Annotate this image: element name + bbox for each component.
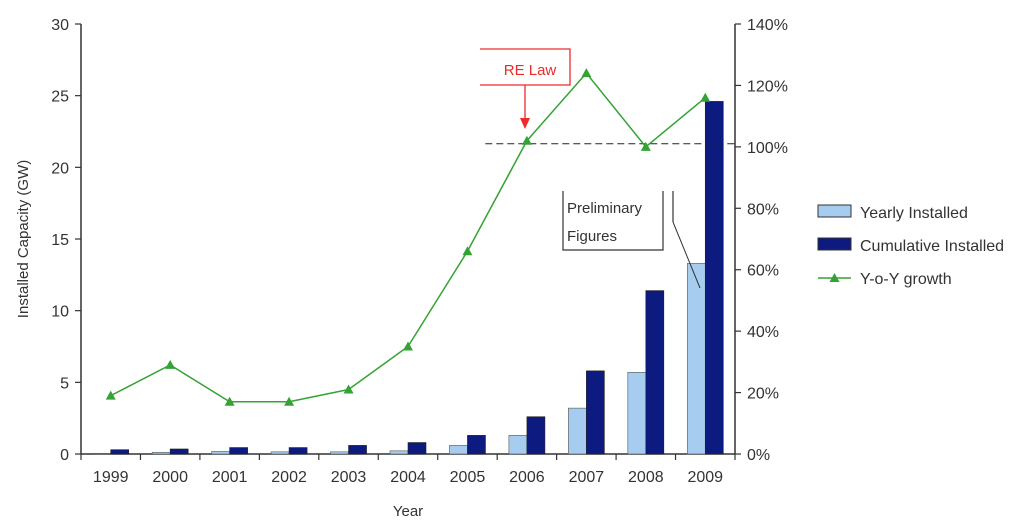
bar-cumulative-2006 [526, 416, 546, 455]
y2-tick-label-6: 120% [747, 78, 788, 95]
y-tick-label-30: 30 [51, 17, 69, 34]
legend-marker-growth [829, 273, 840, 282]
re-law-label: RE Law [504, 62, 557, 79]
growth-marker-2001 [224, 396, 235, 406]
preliminary-pointer [672, 221, 701, 289]
y-tick-label-10: 10 [51, 304, 69, 321]
growth-marker-2009 [700, 92, 711, 102]
x-tick-label-2007: 2007 [569, 469, 605, 486]
bar-cumulative-2009 [704, 101, 724, 455]
growth-marker-2007 [581, 68, 592, 78]
x-tick-label-2006: 2006 [509, 469, 545, 486]
y2-tick-label-0: 0% [747, 447, 770, 464]
x-tick-label-2009: 2009 [687, 469, 723, 486]
bar-cumulative-2001 [229, 447, 248, 455]
bar-yearly-2001 [211, 451, 230, 455]
growth-marker-2003 [343, 384, 354, 394]
growth-marker-2002 [284, 396, 295, 406]
legend-label-yearly: Yearly Installed [860, 205, 968, 222]
y-tick-label-15: 15 [51, 232, 69, 249]
y-tick-label-5: 5 [60, 375, 69, 392]
x-tick-label-2005: 2005 [450, 469, 486, 486]
legend-swatch-yearly [817, 204, 852, 218]
y2-tick-label-2: 40% [747, 324, 779, 341]
y-tick-label-0: 0 [60, 447, 69, 464]
bar-yearly-2007 [568, 407, 587, 455]
x-tick-label-2002: 2002 [271, 469, 307, 486]
growth-marker-2006 [521, 135, 532, 145]
y2-tick-label-7: 140% [747, 17, 788, 34]
re-law-arrowhead [520, 118, 530, 129]
bar-yearly-2009 [686, 263, 706, 455]
bar-cumulative-2004 [407, 442, 427, 455]
growth-marker-2008 [640, 141, 651, 151]
x-tick-label-2004: 2004 [390, 469, 426, 486]
re-law-annotation: RE Law [480, 48, 571, 129]
bar-cumulative-2003 [348, 445, 367, 455]
y-ticks-left: 0 5 10 15 20 25 30 [51, 17, 81, 464]
y-axis-title: Installed Capacity (GW) [15, 160, 32, 318]
x-tick-label-2000: 2000 [152, 469, 188, 486]
bar-yearly-1999 [92, 452, 112, 455]
bar-cumulative-2008 [645, 290, 665, 455]
bar-cumulative-2005 [467, 435, 486, 455]
x-tick-label-1999: 1999 [93, 469, 129, 486]
y-tick-label-25: 25 [51, 89, 69, 106]
preliminary-annotation: Preliminary Figures [562, 191, 701, 289]
x-axis-title: Year [393, 503, 423, 520]
y2-tick-label-3: 60% [747, 263, 779, 280]
bar-yearly-2000 [151, 451, 171, 455]
growth-marker-2000 [165, 359, 176, 369]
legend-label-cumulative: Cumulative Installed [860, 238, 1004, 255]
preliminary-bracket [562, 191, 664, 251]
y-tick-label-20: 20 [51, 160, 69, 177]
growth-marker-2004 [403, 341, 413, 351]
bars-layer [92, 101, 724, 455]
y-ticks-right: 0% 20% 40% 60% 80% 100% 120% 140% [735, 17, 788, 464]
bar-yearly-2002 [270, 451, 290, 455]
growth-marker-2005 [462, 246, 473, 256]
bar-yearly-2008 [627, 371, 647, 455]
y2-tick-label-4: 80% [747, 201, 779, 218]
x-tick-label-2003: 2003 [331, 469, 367, 486]
bar-cumulative-2007 [586, 370, 605, 455]
bar-yearly-2005 [449, 445, 468, 455]
bar-yearly-2006 [508, 435, 528, 455]
y2-tick-label-1: 20% [747, 386, 779, 403]
x-tick-label-2008: 2008 [628, 469, 664, 486]
legend: Yearly Installed Cumulative Installed Y-… [817, 204, 1004, 288]
legend-swatch-cumulative [817, 237, 852, 251]
growth-marker-1999 [105, 390, 116, 400]
growth-layer [105, 68, 711, 406]
bar-cumulative-2002 [288, 447, 308, 455]
bar-cumulative-1999 [110, 449, 130, 455]
preliminary-label-line1: Preliminary [567, 200, 643, 217]
bar-yearly-2003 [330, 451, 349, 455]
y2-tick-label-5: 100% [747, 140, 788, 157]
bar-cumulative-2000 [169, 448, 189, 455]
preliminary-label-line2: Figures [567, 228, 617, 245]
x-ticks: 1999 2000 2001 2002 2003 2004 2005 2006 2007 2008… [80, 454, 736, 486]
legend-label-growth: Y-o-Y growth [860, 271, 952, 288]
x-tick-label-2001: 2001 [212, 469, 248, 486]
bar-yearly-2004 [389, 450, 409, 455]
